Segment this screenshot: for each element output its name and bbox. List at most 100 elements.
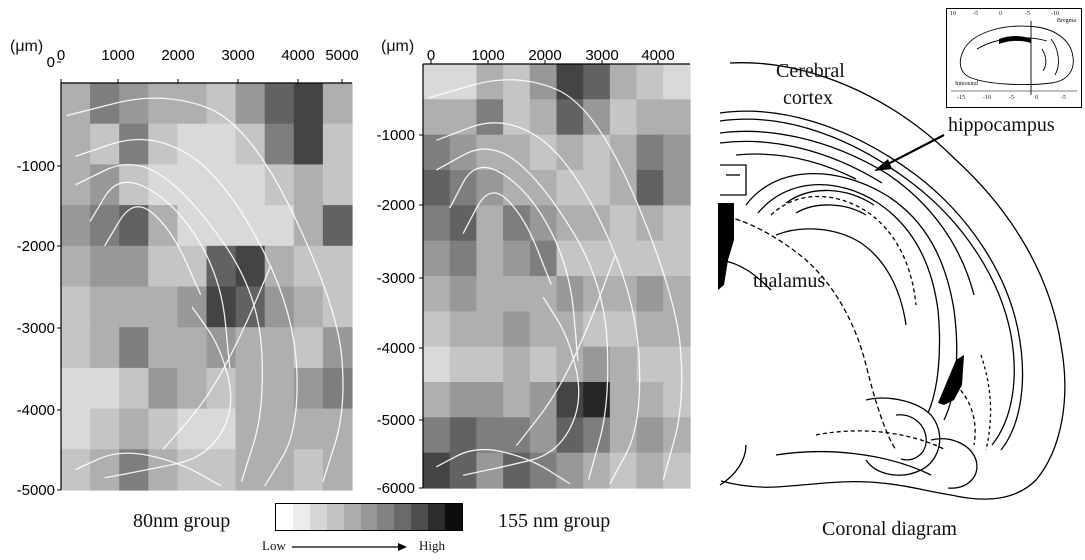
heatmap-cell [119, 205, 149, 247]
heatmap-cell [293, 164, 324, 206]
heatmap-cell [61, 286, 91, 328]
heatmap-cell [148, 123, 178, 165]
legend-swatch [292, 504, 310, 530]
heatmap-cell [476, 240, 504, 277]
heatmap-cell [449, 64, 477, 100]
inset-tick-top-5: -10 [1051, 11, 1059, 17]
legend-swatch [445, 504, 462, 530]
heatmap-cell [556, 382, 584, 418]
heatmap-cell [119, 83, 149, 125]
x-tick-label: 5000 [325, 47, 358, 64]
heatmap-cell [148, 408, 178, 450]
heatmap-cell [556, 170, 584, 206]
heatmap-cell [177, 327, 208, 369]
heatmap-cell [148, 367, 178, 410]
y-tick-label: 0 [47, 54, 55, 71]
heatmap-cell [663, 99, 691, 136]
heatmap-cell [206, 123, 237, 165]
inset-tick-top-3: 0 [999, 11, 1002, 17]
heatmap-cell [148, 83, 178, 125]
heatmap-cell [423, 240, 451, 277]
ventricle-right [938, 355, 964, 405]
heatmap-cell [636, 311, 664, 348]
legend-arrow [292, 543, 407, 551]
heatmap-cell [529, 382, 558, 418]
heatmap-cell [322, 83, 353, 125]
heatmap-cell [449, 382, 477, 418]
heatmap-cell [583, 170, 611, 206]
heatmap-cell [423, 276, 451, 312]
heatmap-cell [476, 276, 504, 312]
x-tick-label: 2000 [161, 47, 194, 64]
heatmap-cell [449, 276, 477, 312]
anatomy-overlay [428, 79, 683, 485]
y-tick-label: -5000 [17, 482, 55, 499]
heatmap-cell [90, 327, 120, 369]
heatmap-cell [293, 327, 324, 369]
heatmap-cell [293, 83, 324, 125]
heatmap-cell [449, 452, 477, 489]
heatmap-cell [503, 134, 531, 171]
heatmap-cell [556, 64, 584, 100]
color-scale-legend [275, 503, 463, 531]
heatmap-cell [148, 245, 178, 288]
heatmap-cell [177, 123, 208, 165]
inset-tick-top-4: -5 [1025, 11, 1030, 17]
heatmap-cell [235, 164, 266, 206]
heatmap-cell [529, 240, 558, 277]
heatmap-cell [476, 382, 504, 418]
x-tick-label: 0 [57, 47, 65, 64]
heatmap-cell [663, 134, 691, 171]
heatmap-cell [476, 205, 504, 242]
heatmap-cell [90, 123, 120, 165]
heatmap-cell [293, 449, 324, 491]
heatmap-cell [503, 346, 531, 383]
heatmap-cell [609, 346, 638, 383]
heatmap-cell [423, 311, 451, 348]
heatmap-cells [61, 83, 353, 491]
heatmap-cell [293, 367, 324, 410]
inset-tick-top-1: 10 [950, 11, 956, 17]
heatmap-cell [529, 452, 558, 489]
heatmap-cell [503, 311, 531, 348]
legend-swatch [377, 504, 395, 530]
label-hippocampus: hippocampus [948, 114, 1055, 136]
legend-swatch [309, 504, 327, 530]
heatmap-cell [609, 99, 638, 136]
x-tick-label: 4000 [641, 47, 674, 64]
heatmap-cell [449, 240, 477, 277]
y-tick-label: -5000 [377, 412, 415, 429]
y-tick-label: -1000 [377, 127, 415, 144]
heatmap-cell [90, 367, 120, 410]
heatmap-cell [476, 99, 504, 136]
heatmap-155nm: 0 1000 2000 3000 4000 -1000 -2000 -3000 -4000 -50… [377, 47, 691, 497]
heatmap-cell [556, 276, 584, 312]
x-tick-label: 3000 [221, 47, 254, 64]
y-tick-label: -2000 [17, 238, 55, 255]
heatmap-cell [449, 311, 477, 348]
heatmap-cell [529, 276, 558, 312]
heatmap-80nm: 0 1000 2000 3000 4000 5000 0 -1000 -2000 -3000 -40… [17, 47, 359, 499]
heatmap-cell [609, 134, 638, 171]
label-cortex: cortex [783, 87, 833, 109]
inset-interaural-label: Interaural [955, 81, 979, 87]
heatmap-cell [264, 245, 295, 288]
heatmap-cell [449, 99, 477, 136]
heatmap-cell [61, 123, 91, 165]
heatmap-cell [235, 123, 266, 165]
heatmap-cells [423, 64, 691, 489]
ventricle-left [718, 203, 734, 290]
heatmap-cell [423, 99, 451, 136]
heatmap-cell [529, 346, 558, 383]
heatmap-cell [609, 382, 638, 418]
heatmap-cell [235, 245, 266, 288]
heatmap-cell [636, 276, 664, 312]
heatmap-cell [148, 327, 178, 369]
y-tick-label: -3000 [17, 320, 55, 337]
inset-bregma-label: Bregma [1057, 18, 1076, 24]
legend-swatch [394, 504, 412, 530]
heatmap-cell [206, 449, 237, 491]
heatmap-cell [636, 452, 664, 489]
heatmap-cell [177, 205, 208, 247]
heatmap-cell [322, 245, 353, 288]
